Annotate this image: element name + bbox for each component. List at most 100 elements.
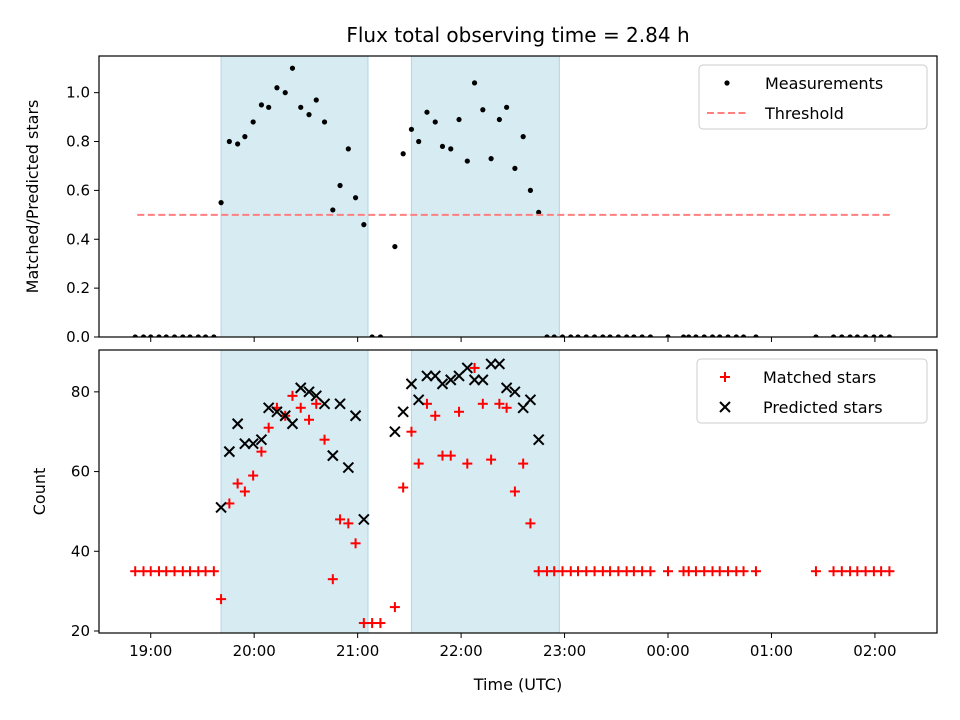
- measurement-point: [352, 195, 359, 201]
- measurement-point: [377, 334, 384, 337]
- measurement-point: [313, 97, 319, 103]
- measurement-point: [392, 243, 398, 250]
- measurement-point: [813, 334, 819, 337]
- predicted-star-point: [327, 449, 339, 462]
- predicted-star-point: [397, 406, 409, 418]
- predicted-star-point: [342, 461, 355, 474]
- predicted-star-point: [349, 410, 362, 422]
- matched-star-point: [295, 402, 306, 413]
- x-tick-label: 20:00: [233, 642, 276, 660]
- y-axis-label: Count: [30, 468, 49, 516]
- measurement-point: [488, 156, 494, 162]
- measurement-point: [591, 334, 598, 337]
- legend: Matched stars Predicted stars: [696, 358, 928, 424]
- measurement-point: [202, 334, 209, 337]
- measurement-point: [456, 116, 462, 123]
- measurement-point: [195, 334, 201, 337]
- measurement-point: [439, 143, 446, 150]
- measurement-point: [266, 104, 272, 110]
- measurement-point: [464, 158, 470, 164]
- x-tick-label: 22:00: [439, 642, 482, 660]
- predicted-star-point: [286, 418, 299, 430]
- shaded-interval-2: [410, 55, 560, 338]
- legend-label: Measurements: [765, 74, 883, 93]
- measurement-point: [480, 107, 486, 113]
- measurement-point: [536, 209, 542, 215]
- measurement-point: [187, 334, 193, 337]
- chart-title: Flux total observing time = 2.84 h: [346, 23, 689, 47]
- measurement-point: [639, 334, 645, 337]
- measurement-point: [559, 334, 566, 337]
- y-tick-label: 0.6: [66, 181, 90, 199]
- y-tick-label: 0.2: [66, 279, 90, 297]
- matched-star-point: [518, 458, 529, 469]
- measurement-point: [361, 222, 367, 228]
- measurement-point: [496, 116, 502, 123]
- measurement-point: [740, 334, 747, 337]
- matched-star-point: [477, 398, 488, 409]
- measurement-point: [854, 334, 860, 337]
- matched-star-point: [256, 446, 267, 457]
- measurement-point: [701, 334, 707, 337]
- measurement-point: [274, 85, 280, 91]
- y-tick-label: 20: [71, 622, 90, 640]
- predicted-star-point: [358, 513, 370, 526]
- measurement-point: [693, 334, 699, 337]
- panel-bottom: 19:00 20:00 21:00 22:00 23:00 00:00 01:00 02:00…: [30, 349, 938, 660]
- predicted-star-point: [445, 374, 457, 386]
- matched-star-point: [525, 518, 536, 529]
- measurement-point: [847, 334, 853, 337]
- predicted-star-point: [436, 378, 449, 390]
- measurement-point: [583, 334, 589, 337]
- predicted-star-point: [255, 433, 268, 446]
- series-measurements: [132, 65, 893, 337]
- predicted-star-point: [262, 402, 275, 414]
- predicted-star-point: [412, 394, 425, 406]
- measurement-point: [733, 334, 739, 337]
- matched-star-point: [350, 538, 361, 549]
- measurement-point: [527, 187, 534, 193]
- predicted-star-point: [223, 445, 236, 458]
- matched-star-point: [884, 566, 895, 577]
- measurement-point: [226, 138, 232, 145]
- measurement-point: [725, 334, 731, 337]
- matched-star-point: [287, 390, 298, 401]
- x-tick-label: 21:00: [336, 642, 379, 660]
- legend-x-icon: [719, 401, 731, 413]
- matched-star-point: [462, 458, 473, 469]
- matched-star-point: [413, 458, 424, 469]
- predicted-star-point: [231, 418, 244, 430]
- measurement-point: [400, 151, 406, 157]
- matched-star-point: [398, 482, 409, 493]
- measurement-point: [163, 334, 169, 337]
- y-tick-label: 0.4: [66, 230, 90, 248]
- axes-frame: [98, 349, 938, 634]
- predicted-star-point: [334, 398, 346, 410]
- measurement-point: [306, 112, 312, 118]
- matched-star-point: [645, 566, 656, 577]
- predicted-star-point: [303, 386, 315, 398]
- measurement-point: [607, 334, 613, 337]
- measurement-point: [624, 334, 630, 337]
- matched-star-point: [208, 566, 219, 577]
- measurement-point: [830, 334, 837, 337]
- shaded-interval-1: [220, 55, 369, 338]
- matched-star-point: [239, 486, 250, 497]
- predicted-star-point: [271, 406, 283, 418]
- matched-star-point: [304, 414, 315, 425]
- x-tick-label: 19:00: [129, 642, 172, 660]
- measurement-point: [520, 134, 526, 140]
- matched-star-point: [501, 402, 512, 413]
- matched-star-point: [445, 450, 456, 461]
- measurement-point: [235, 141, 241, 147]
- y-tick-label: 80: [71, 383, 90, 401]
- matched-star-point: [509, 486, 520, 497]
- measurement-point: [156, 334, 162, 337]
- predicted-star-point: [389, 426, 401, 438]
- measurement-point: [871, 334, 877, 337]
- predicted-star-point: [485, 358, 497, 370]
- measurement-point: [717, 334, 723, 337]
- x-tick-label: 02:00: [853, 642, 896, 660]
- measurement-point: [337, 182, 343, 189]
